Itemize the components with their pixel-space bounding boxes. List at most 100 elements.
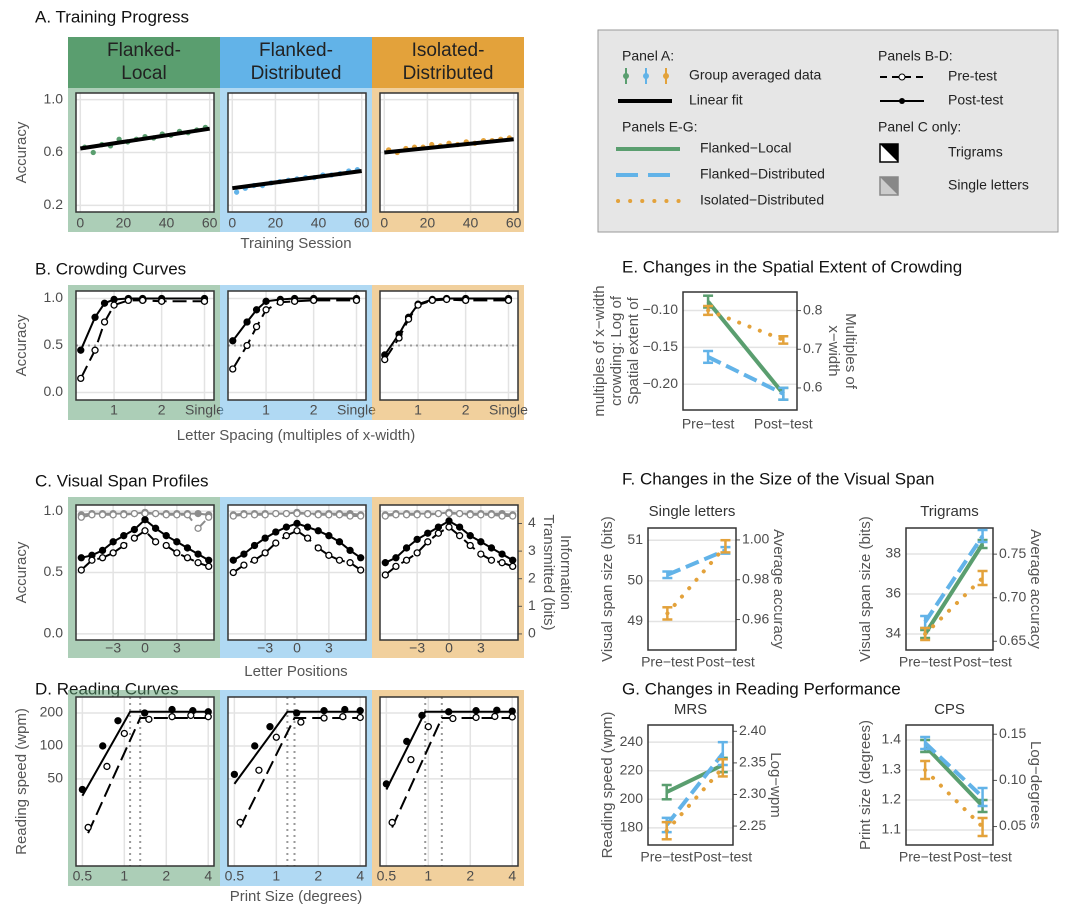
series-group: [232, 167, 362, 195]
y-axis-label: multiples of x−width: [591, 285, 608, 416]
x-axis-label: Letter Positions: [244, 663, 347, 680]
facet-header: [220, 37, 372, 88]
error-bar: [920, 759, 931, 781]
data-point: [138, 296, 147, 305]
y-tick-label: 36: [885, 585, 901, 601]
data-point: [151, 538, 160, 546]
y-tick-label: 49: [627, 612, 643, 628]
plot-border: [379, 504, 519, 641]
plot-border: [379, 290, 519, 401]
x-tick-label: Pre−test: [640, 849, 693, 865]
x-tick-label: 3: [477, 640, 485, 656]
x-tick-label: 1: [414, 402, 422, 418]
data-point: [78, 785, 87, 794]
series-group: [381, 508, 517, 579]
x-tick-label: 40: [311, 215, 327, 231]
chart-title: F. Changes in the Size of the Visual Spa…: [622, 469, 935, 488]
series-line: [233, 710, 361, 785]
data-point: [487, 511, 496, 519]
y-tick-label: 1.4: [882, 731, 902, 747]
legend-glyph: [898, 73, 906, 81]
x-tick-label: Single: [337, 402, 376, 418]
series-line: [391, 717, 513, 828]
data-point: [194, 550, 202, 558]
data-point: [418, 711, 426, 720]
data-point: [413, 511, 421, 519]
legend-heading: Panel C only:: [878, 119, 961, 135]
subplot-title: MRS: [674, 701, 707, 718]
facet-header: [68, 37, 220, 88]
series-group: [382, 706, 516, 828]
data-point: [293, 509, 301, 518]
y2-tick-label: 2.30: [739, 785, 766, 801]
x-tick-label: 0: [228, 215, 236, 231]
data-point: [109, 511, 117, 519]
y-tick-label: 0.5: [44, 336, 64, 352]
x-tick-label: 3: [173, 640, 181, 656]
data-point: [335, 556, 344, 564]
data-point: [357, 554, 365, 562]
error-bar: [717, 758, 728, 778]
y2-axis-label: Transmitted (bits): [540, 514, 557, 630]
data-point: [194, 559, 202, 567]
data-point: [243, 318, 251, 326]
data-point: [229, 512, 237, 520]
series-group: [381, 294, 513, 364]
data-point: [493, 706, 501, 714]
data-point: [183, 511, 192, 519]
data-point: [230, 770, 239, 779]
data-point: [261, 549, 269, 557]
data-point: [325, 551, 333, 559]
data-point: [173, 538, 181, 546]
data-point: [339, 713, 347, 721]
data-point: [403, 737, 411, 746]
data-point: [272, 539, 280, 547]
data-point: [357, 566, 365, 574]
facet-header: [372, 37, 524, 88]
data-point: [477, 538, 485, 546]
data-point: [240, 550, 248, 558]
y-axis-label: Accuracy: [13, 121, 30, 183]
y2-tick-label: 0.7: [803, 340, 823, 356]
data-point: [261, 511, 269, 519]
x-tick-label: 1: [120, 868, 128, 884]
x-tick-label: 0: [76, 215, 84, 231]
x-tick-label: 1: [262, 402, 270, 418]
error-bar: [920, 626, 931, 642]
x-tick-label: 20: [116, 215, 132, 231]
data-point: [314, 511, 322, 519]
data-point: [392, 562, 400, 571]
y-tick-label: 38: [885, 545, 901, 561]
y2-tick-label: 0.75: [999, 545, 1026, 561]
data-point: [472, 713, 480, 722]
series-line: [665, 752, 725, 827]
y-tick-label: 200: [620, 790, 644, 806]
data-point: [445, 509, 453, 518]
data-point: [90, 149, 96, 156]
plot-border: [379, 92, 519, 213]
data-point: [498, 559, 506, 567]
y-tick-label: 0.0: [44, 383, 64, 399]
data-point: [508, 713, 516, 721]
subplot-title: Trigrams: [920, 503, 979, 520]
data-point: [293, 519, 301, 528]
x-tick-label: 0.5: [225, 868, 245, 884]
x-tick-label: 60: [354, 215, 370, 231]
error-bar: [703, 349, 714, 365]
data-point: [98, 511, 107, 519]
legend-label: Flanked−Distributed: [700, 166, 825, 182]
data-point: [110, 301, 118, 309]
y-tick-label: 0.2: [44, 196, 64, 212]
y-tick-label: 34: [885, 625, 901, 641]
legend: Panel A: Group averaged data Linear fit …: [597, 29, 1059, 233]
y-tick-label: −0.15: [643, 338, 679, 354]
x-tick-label: 1: [272, 868, 280, 884]
plot-border: [75, 504, 215, 641]
data-point: [88, 556, 96, 564]
y2-tick-label: 3: [528, 542, 536, 558]
x-tick-label: Pre−test: [682, 416, 735, 432]
data-point: [120, 541, 128, 550]
y2-axis-label: Multiples of: [842, 313, 859, 390]
x-tick-label: 1: [424, 868, 432, 884]
legend-glyph: [663, 73, 669, 79]
